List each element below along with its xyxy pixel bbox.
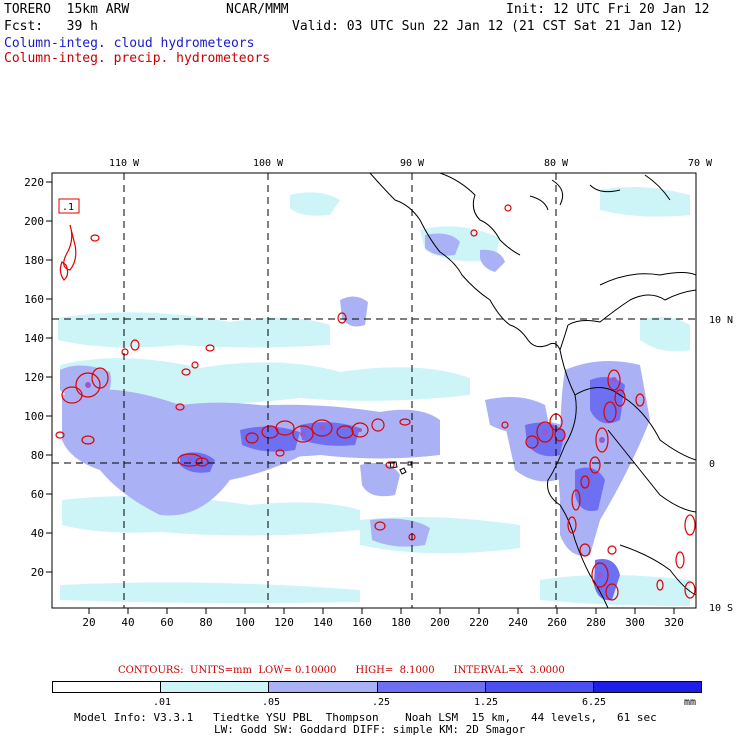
colorbar-bin <box>269 682 378 692</box>
left-tick-label: 180 <box>24 254 44 267</box>
bottom-tick-label: 60 <box>160 616 173 629</box>
colorbar-label: .25 <box>372 697 391 708</box>
colorbar-label: .05 <box>262 697 281 708</box>
bottom-tick-label: 40 <box>121 616 134 629</box>
map-frame <box>51 172 697 609</box>
bottom-tick-label: 20 <box>82 616 95 629</box>
left-tick-labels: 220 200 180 160 140 120 100 80 60 40 20 <box>24 176 44 579</box>
units-label: UNITS=mm <box>190 665 253 676</box>
lon-label: 90 W <box>400 158 425 169</box>
colorbar-label: 6.25 <box>582 697 607 708</box>
lon-label: 70 W <box>688 158 713 169</box>
colorbar-bin <box>377 682 486 692</box>
lon-label: 100 W <box>253 158 284 169</box>
bottom-tick-label: 260 <box>547 616 567 629</box>
left-tick-label: 140 <box>24 332 44 345</box>
bottom-tick-label: 120 <box>274 616 294 629</box>
colorbar-bin <box>161 682 270 692</box>
bottom-tick-label: 100 <box>235 616 255 629</box>
right-lat-labels: 10 N 0 10 S <box>709 315 733 614</box>
contour-box-label: .1 <box>62 202 74 213</box>
field-precip-label: Column-integ. precip. hydrometeors <box>4 51 271 66</box>
precip-cores <box>85 377 617 578</box>
low-value: LOW= 0.10000 <box>258 665 337 676</box>
init-time: Init: 12 UTC Fri 20 Jan 12 <box>506 2 710 17</box>
lat-lon-grid <box>52 173 696 608</box>
coastlines <box>369 173 696 608</box>
map-figure: .1 220 200 180 160 140 120 100 80 60 40 … <box>24 158 733 629</box>
colorbar-bin <box>53 682 162 692</box>
left-tick-label: 40 <box>31 527 44 540</box>
lon-label: 110 W <box>109 158 140 169</box>
lat-label: 0 <box>709 459 715 470</box>
colorbar-bin <box>485 682 594 692</box>
field-cloud-label: Column-integ. cloud hydrometeors <box>4 36 255 51</box>
interval-value: INTERVAL=X 3.0000 <box>453 665 565 676</box>
top-lon-labels: 110 W 100 W 90 W 80 W 70 W <box>109 158 713 169</box>
bottom-tick-label: 280 <box>586 616 606 629</box>
contour-info: CONTOURS: UNITS=mm LOW= 0.10000 HIGH= 8.… <box>118 665 565 676</box>
bottom-tick-label: 160 <box>352 616 372 629</box>
bottom-tick-label: 140 <box>313 616 333 629</box>
left-tick-label: 160 <box>24 293 44 306</box>
model-info: Model Info: V3.3.1 Tiedtke YSU PBL Thomp… <box>74 711 657 724</box>
colorbar <box>52 681 702 693</box>
bottom-tick-label: 180 <box>391 616 411 629</box>
axis-ticks <box>46 181 675 614</box>
left-tick-label: 200 <box>24 215 44 228</box>
left-tick-label: 20 <box>31 566 44 579</box>
valid-time: Valid: 03 UTC Sun 22 Jan 12 (21 CST Sat … <box>292 19 684 34</box>
bottom-tick-label: 80 <box>199 616 212 629</box>
bottom-tick-labels: 20 40 60 80 100 120 140 160 180 200 220 … <box>82 616 684 629</box>
lat-label: 10 S <box>709 603 733 614</box>
left-tick-label: 100 <box>24 410 44 423</box>
bottom-tick-label: 240 <box>508 616 528 629</box>
left-tick-label: 60 <box>31 488 44 501</box>
map-panel: .1 <box>52 173 696 608</box>
cloud-light-field <box>58 186 690 606</box>
org-label: NCAR/MMM <box>226 2 289 17</box>
lon-label: 80 W <box>544 158 569 169</box>
colorbar-bin <box>593 682 702 692</box>
high-value: HIGH= 8.1000 <box>355 665 435 676</box>
precip-contours <box>55 204 696 601</box>
model-title: TORERO 15km ARW <box>4 2 130 17</box>
bottom-tick-label: 300 <box>625 616 645 629</box>
left-tick-label: 80 <box>31 449 44 462</box>
galapagos-islands <box>389 461 412 475</box>
contour-label-box <box>58 198 80 214</box>
bottom-tick-label: 320 <box>664 616 684 629</box>
lat-label: 10 N <box>709 315 733 326</box>
physics-info: LW: Godd SW: Goddard DIFF: simple KM: 2D… <box>214 723 526 736</box>
colorbar-label: 1.25 <box>474 697 499 708</box>
bottom-tick-label: 220 <box>469 616 489 629</box>
left-tick-label: 120 <box>24 371 44 384</box>
colorbar-label: .01 <box>153 697 172 708</box>
bottom-tick-label: 200 <box>430 616 450 629</box>
left-tick-label: 220 <box>24 176 44 189</box>
forecast-hour: Fcst: 39 h <box>4 19 98 34</box>
colorbar-unit: mm <box>684 697 697 708</box>
contours-label: CONTOURS: <box>118 665 184 676</box>
